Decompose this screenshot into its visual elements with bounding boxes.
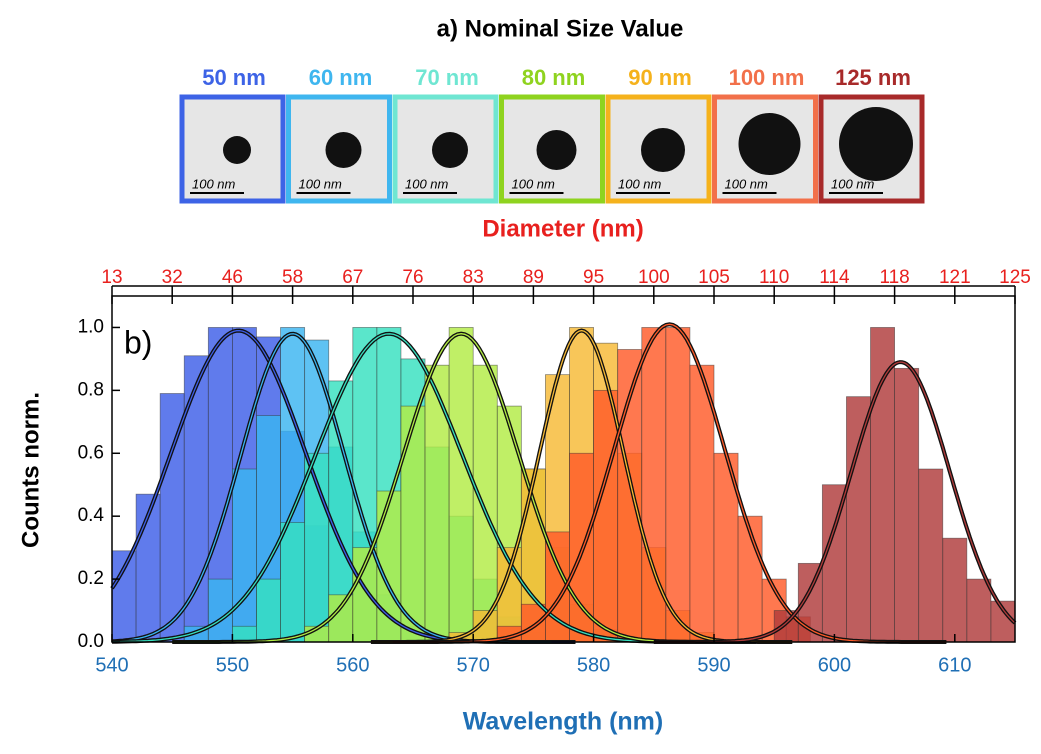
- top-tick-label: 67: [342, 267, 363, 288]
- scale-bar-label: 100 nm: [618, 176, 662, 191]
- top-tick-label: 121: [939, 267, 971, 288]
- scale-bar-label: 100 nm: [831, 176, 875, 191]
- y-tick-label: 0.6: [78, 442, 104, 463]
- x-tick-label: 550: [216, 654, 249, 676]
- sample-label: 100 nm: [729, 65, 805, 90]
- top-tick-label: 105: [698, 267, 730, 288]
- sample-label: 125 nm: [835, 65, 911, 90]
- panel-a-title: a) Nominal Size Value: [437, 15, 684, 42]
- sample-label: 60 nm: [309, 65, 373, 90]
- x-tick-label: 560: [336, 654, 369, 676]
- y-tick-label: 0.0: [78, 631, 104, 652]
- x-tick-label: 570: [457, 654, 490, 676]
- x-tick-label: 610: [938, 654, 971, 676]
- scale-bar-label: 100 nm: [299, 176, 343, 191]
- top-tick-label: 46: [222, 267, 243, 288]
- scale-bar-label: 100 nm: [192, 176, 236, 191]
- histogram-bar: [822, 485, 846, 642]
- x-tick-label: 540: [95, 654, 128, 676]
- nanoparticle: [739, 113, 801, 175]
- top-tick-label: 100: [638, 267, 670, 288]
- nanoparticle: [839, 107, 913, 181]
- sample-label: 90 nm: [628, 65, 692, 90]
- histogram-bar: [871, 327, 895, 642]
- histogram-bar: [449, 327, 473, 642]
- top-tick-label: 76: [402, 267, 423, 288]
- top-tick-label: 110: [759, 267, 789, 288]
- histogram-bar: [919, 469, 943, 642]
- y-tick-label: 0.8: [78, 379, 104, 400]
- top-tick-label: 58: [282, 267, 303, 288]
- y-tick-label: 0.2: [78, 568, 104, 589]
- top-axis-title: Diameter (nm): [482, 215, 643, 242]
- figure: a) Nominal Size Value Diameter (nm) Wave…: [0, 0, 1041, 749]
- histogram-bar: [401, 406, 425, 642]
- histogram-bar: [943, 538, 967, 642]
- histogram-bar: [846, 397, 870, 642]
- nanoparticle: [326, 132, 362, 168]
- nanoparticle: [432, 132, 468, 168]
- sample-label: 50 nm: [202, 65, 266, 90]
- top-tick-label: 125: [999, 267, 1031, 288]
- top-tick-label: 83: [463, 267, 484, 288]
- histogram-bar: [232, 469, 256, 642]
- nanoparticle: [223, 136, 251, 164]
- panel-label: b): [124, 324, 152, 360]
- histogram-bar: [895, 368, 919, 642]
- y-tick-label: 1.0: [78, 316, 104, 337]
- scale-bar-label: 100 nm: [512, 176, 556, 191]
- sample-label: 70 nm: [415, 65, 479, 90]
- nanoparticle: [537, 130, 577, 170]
- x-axis-title: Wavelength (nm): [463, 708, 663, 736]
- sample-label: 80 nm: [522, 65, 586, 90]
- histogram-bar: [256, 579, 280, 642]
- nanoparticle: [641, 128, 685, 172]
- top-tick-label: 13: [101, 267, 122, 288]
- histogram-bar: [281, 522, 305, 642]
- top-tick-label: 89: [523, 267, 544, 288]
- x-tick-label: 600: [818, 654, 851, 676]
- histogram-bar: [666, 327, 690, 642]
- y-axis-title: Counts norm.: [17, 392, 44, 548]
- histogram-bar: [967, 579, 991, 642]
- scale-bar-label: 100 nm: [405, 176, 449, 191]
- x-tick-label: 580: [577, 654, 610, 676]
- x-tick-label: 590: [697, 654, 730, 676]
- histogram-bar: [521, 604, 545, 642]
- histogram-bar: [425, 365, 449, 642]
- top-tick-label: 114: [819, 267, 850, 288]
- histogram-bar: [594, 390, 618, 642]
- top-tick-label: 32: [162, 267, 183, 288]
- top-tick-label: 95: [583, 267, 604, 288]
- histogram-bar: [473, 365, 497, 642]
- top-tick-label: 118: [879, 267, 909, 288]
- y-tick-label: 0.4: [78, 505, 105, 526]
- histogram-bar: [208, 579, 232, 642]
- scale-bar-label: 100 nm: [725, 176, 769, 191]
